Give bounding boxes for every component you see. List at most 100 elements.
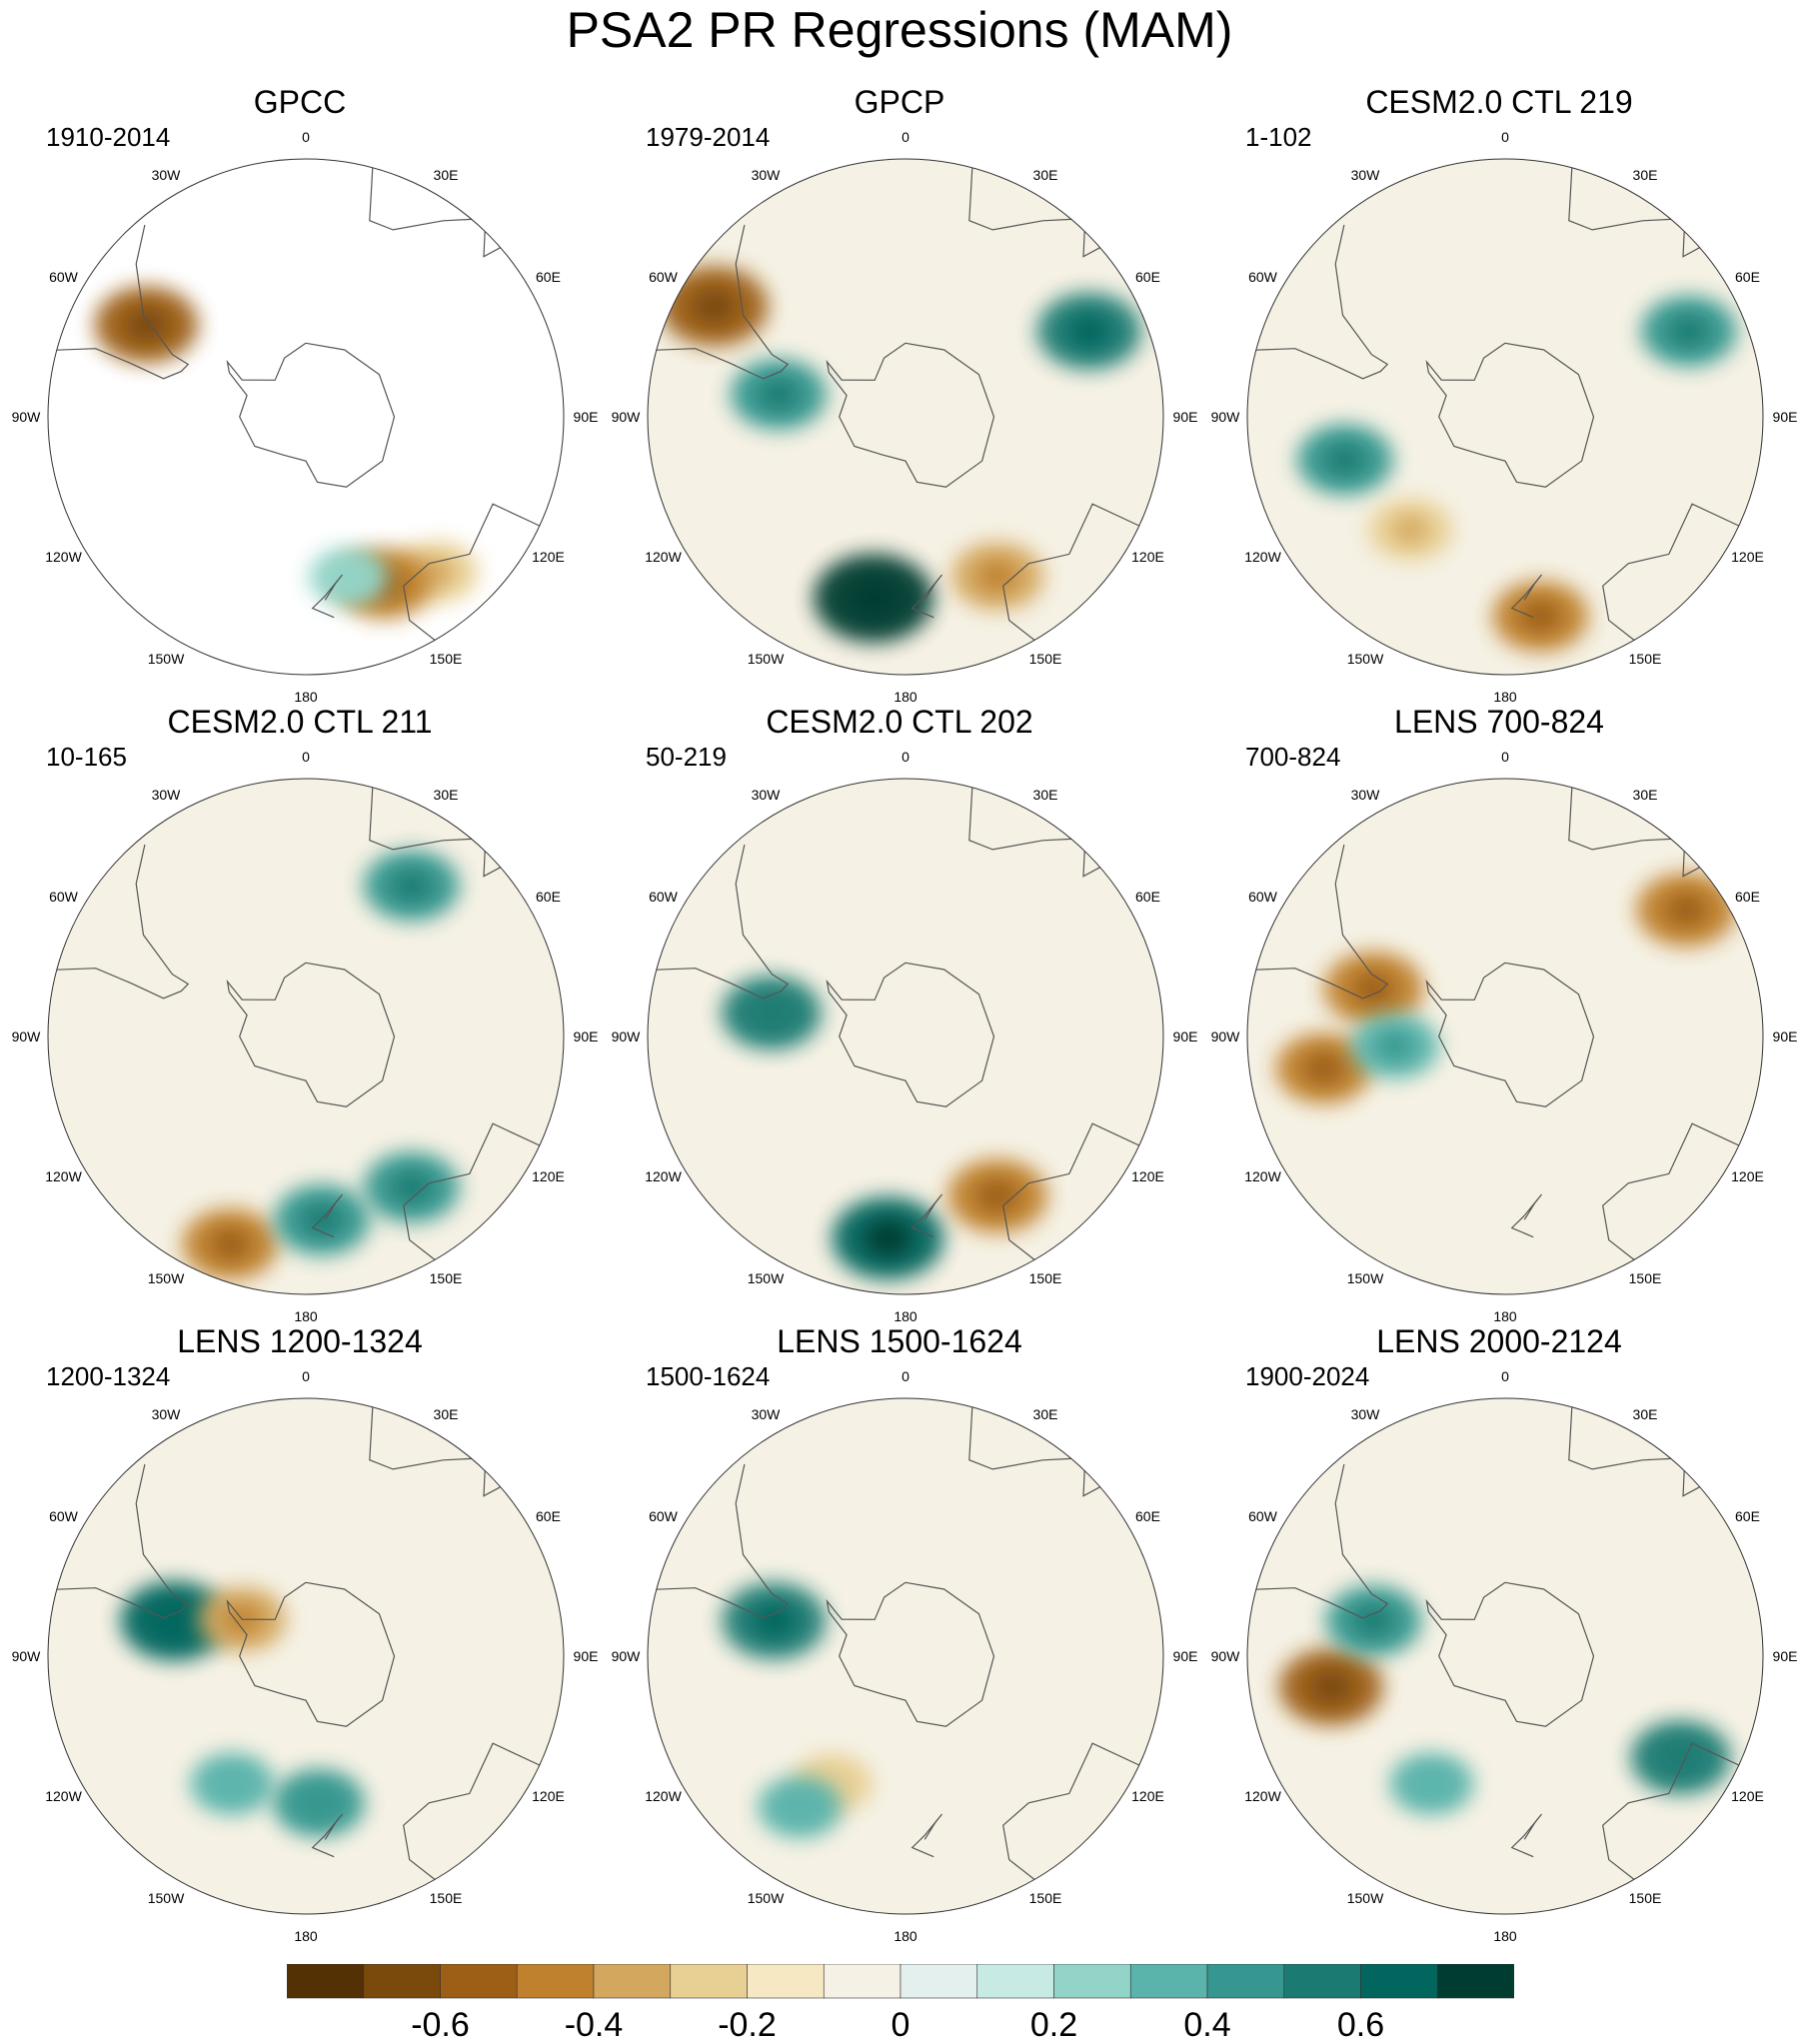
longitude-label: 150W	[1346, 1270, 1384, 1287]
longitude-label: 60E	[1735, 1508, 1760, 1524]
longitude-label: 150E	[1628, 1890, 1662, 1907]
anomaly-core	[1352, 973, 1395, 1006]
colorbar-swatch	[900, 1963, 978, 1999]
coastline-newZealand	[910, 1193, 942, 1238]
coastline-madagascar	[483, 1470, 501, 1497]
coastline-africa	[1568, 167, 1671, 231]
coastline-newZealand	[311, 1813, 343, 1858]
coastline-newZealand	[910, 1813, 942, 1858]
longitude-label: 180	[1493, 1928, 1517, 1944]
panel-title: CESM2.0 CTL 211	[167, 704, 433, 740]
longitude-label: 60E	[1135, 1508, 1160, 1524]
coastline-australia	[1602, 1122, 1740, 1260]
colorbar-swatch	[1436, 1963, 1515, 1999]
coastline-newZealand	[311, 574, 343, 619]
longitude-label: 60W	[1248, 889, 1277, 905]
longitude-label: 180	[294, 1928, 318, 1944]
colorbar-tick-label: -0.6	[411, 2006, 470, 2044]
map-border	[47, 158, 565, 676]
coastline-southAmerica	[656, 224, 790, 380]
polar-map	[1246, 158, 1764, 676]
coastline-antarctica	[826, 1581, 995, 1727]
longitude-label: 60W	[49, 1508, 78, 1524]
map-panel: LENS 1200-1324 1200-1324 0 30E 60E 90E 120E 150…	[0, 1321, 600, 1944]
anomaly-core	[1665, 894, 1708, 927]
longitude-label: 60E	[536, 889, 561, 905]
coastline-newZealand	[1510, 1193, 1542, 1238]
coastline-australia	[1002, 503, 1140, 641]
longitude-label: 90E	[1772, 1648, 1798, 1664]
coastline-antarctica	[226, 342, 396, 488]
anomaly-core	[1659, 1741, 1702, 1774]
anomaly-core	[1303, 1052, 1344, 1084]
colorbar: -0.6 -0.4 -0.2 0 0.2 0.4 0.6	[286, 1963, 1515, 2044]
colorbar-swatch	[1283, 1963, 1361, 1999]
longitude-label: 0	[302, 749, 310, 765]
anomaly-core	[391, 1171, 432, 1203]
longitude-label: 90E	[573, 409, 599, 425]
polar-map	[47, 1397, 565, 1915]
panel-period: 1910-2014	[46, 122, 171, 152]
colorbar-swatch	[1360, 1963, 1438, 1999]
longitude-label: 90W	[1210, 409, 1240, 425]
longitude-label: 180	[894, 1928, 917, 1944]
longitude-label: 120E	[1731, 1788, 1764, 1804]
longitude-label: 30W	[1350, 1405, 1380, 1422]
longitude-label: 120W	[645, 1788, 682, 1804]
coastline-madagascar	[1082, 1470, 1100, 1497]
longitude-label: 60E	[1735, 889, 1760, 905]
coastline-madagascar	[483, 231, 501, 258]
coastline-africa	[369, 167, 472, 231]
colorbar-swatch	[670, 1963, 748, 1999]
coastline-antarctica	[1425, 1581, 1595, 1727]
coastline-antarctica	[226, 1581, 396, 1727]
longitude-label: 120W	[1244, 1168, 1281, 1184]
longitude-label: 120W	[645, 1168, 682, 1184]
longitude-label: 150W	[747, 651, 785, 668]
colorbar-swatch	[1129, 1963, 1208, 1999]
map-background	[648, 1398, 1163, 1914]
panel-title: GPCC	[253, 84, 347, 120]
colorbar-swatch	[593, 1963, 672, 1999]
longitude-label: 30W	[1350, 786, 1380, 803]
coastline-southAmerica	[1255, 224, 1389, 380]
longitude-label: 0	[901, 1368, 909, 1384]
anomaly-core	[1308, 1670, 1353, 1704]
coastline-southAmerica	[1255, 844, 1389, 1000]
coastline-southAmerica	[656, 1463, 790, 1619]
coastline-madagascar	[1682, 1470, 1700, 1497]
longitude-label: 60E	[1135, 269, 1160, 285]
coastline-newZealand	[910, 574, 942, 619]
colorbar-swatch	[1053, 1963, 1131, 1999]
longitude-label: 30W	[151, 786, 181, 803]
colorbar-tick-label: 0	[891, 2006, 910, 2044]
longitude-label: 150E	[429, 1270, 463, 1287]
longitude-label: 120W	[45, 1168, 82, 1184]
anomaly-core	[976, 1179, 1019, 1212]
colorbar-tick-label: -0.4	[564, 2006, 624, 2044]
coastline-southAmerica	[1255, 1463, 1389, 1619]
polar-map	[1246, 778, 1764, 1295]
map-border	[647, 778, 1164, 1295]
colorbar-swatch	[747, 1963, 825, 1999]
map-border	[1246, 778, 1764, 1295]
longitude-label: 90W	[11, 1648, 41, 1664]
anomaly-core	[1392, 516, 1428, 544]
coastline-australia	[403, 1742, 541, 1880]
polar-map	[647, 778, 1164, 1295]
map-panel: LENS 1500-1624 1500-1624 0 30E 60E 90E 120E 150…	[600, 1321, 1199, 1944]
map-panel: LENS 2000-2124 1900-2024 0 30E 60E 90E 120E 150…	[1199, 1321, 1799, 1944]
map-background	[648, 779, 1163, 1294]
colorbar-swatches	[286, 1963, 1515, 1999]
longitude-label: 30W	[751, 166, 781, 183]
longitude-label: 30E	[1032, 166, 1058, 183]
longitude-label: 30W	[151, 166, 181, 183]
anomaly-core	[151, 1603, 198, 1639]
map-background	[648, 159, 1163, 675]
map-border	[647, 1397, 1164, 1915]
anomaly-core	[210, 1228, 251, 1260]
longitude-label: 150E	[1628, 651, 1662, 668]
longitude-label: 90E	[573, 1028, 599, 1044]
longitude-label: 150W	[147, 1890, 185, 1907]
